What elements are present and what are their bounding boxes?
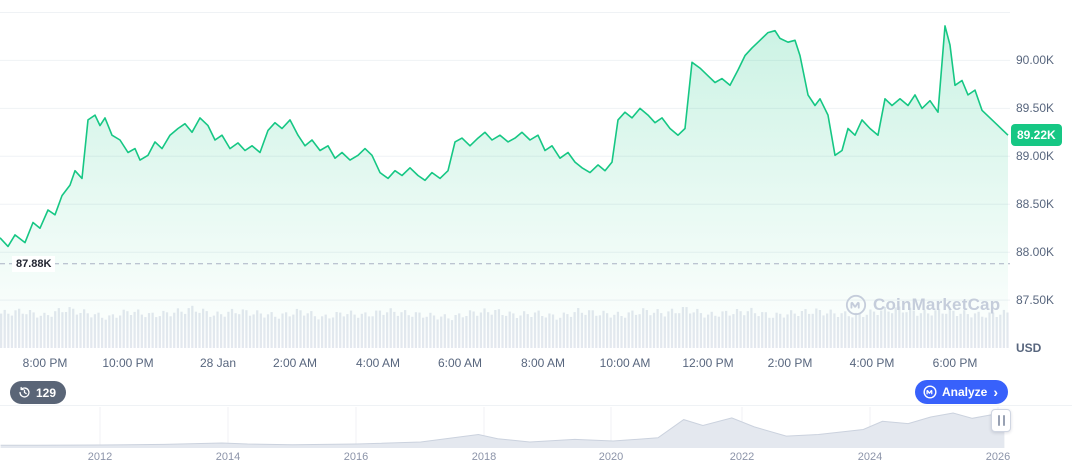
x-axis-label: 2:00 AM (272, 356, 318, 370)
history-clock-icon (19, 386, 30, 398)
x-axis-label: 10:00 PM (102, 356, 154, 370)
reference-price-label: 87.88K (12, 255, 56, 272)
y-axis-label: 88.00K (1016, 245, 1055, 260)
y-axis-label: 90.00K (1016, 53, 1055, 68)
watermark-text: CoinMarketCap (873, 295, 1001, 314)
price-area (0, 25, 1008, 350)
current-price-badge: 89.22K (1011, 124, 1062, 147)
timeline-year-label: 2020 (598, 451, 624, 463)
timeline-year-label: 2018 (471, 451, 497, 463)
y-axis-label: 89.00K (1016, 149, 1055, 164)
x-axis-label: 6:00 PM (932, 356, 978, 370)
y-axis-label: 87.50K (1016, 293, 1055, 308)
x-axis-label: 6:00 AM (437, 356, 483, 370)
y-axis-label: 88.50K (1016, 197, 1055, 212)
x-axis-label: 2:00 PM (767, 356, 813, 370)
y-axis-label: 89.50K (1016, 101, 1055, 116)
history-count-badge[interactable]: 129 (10, 381, 67, 404)
x-axis-label: 4:00 PM (849, 356, 895, 370)
timeline-years: 2012 2014 2016 2018 2020 2022 2024 2026 (0, 451, 1072, 465)
timeline-area (0, 413, 1005, 448)
x-axis-label: 8:00 AM (520, 356, 566, 370)
timeline-year-label: 2012 (87, 451, 113, 463)
x-axis: 8:00 PM 10:00 PM 28 Jan 2:00 AM 4:00 AM 6:00 … (0, 356, 1010, 372)
timeline-year-label: 2016 (343, 451, 369, 463)
analyze-label: Analyze (941, 385, 988, 399)
chevron-right-icon: › (993, 384, 998, 400)
timeline-year-label: 2024 (857, 451, 883, 463)
handle-grip-line (997, 415, 1000, 426)
handle-grip-line (1002, 415, 1005, 426)
currency-unit-label: USD (1016, 341, 1042, 355)
x-axis-label: 28 Jan (199, 356, 237, 370)
timeline-line (0, 412, 1005, 446)
timeline-year-label: 2026 (985, 451, 1011, 463)
history-count-value: 129 (36, 385, 57, 400)
x-axis-label: 10:00 AM (599, 356, 651, 370)
timeline-year-label: 2022 (729, 451, 755, 463)
coinmarketcap-logo-icon (845, 294, 867, 316)
price-chart-canvas[interactable] (0, 0, 1010, 350)
timeline-brush[interactable]: 2012 2014 2016 2018 2020 2022 2024 2026 (0, 405, 1072, 470)
timeline-year-label: 2014 (215, 451, 241, 463)
price-line (0, 25, 1009, 248)
timeline-mini-chart[interactable] (0, 407, 1072, 449)
coinmarketcap-watermark: CoinMarketCap (845, 294, 1000, 316)
analyze-button[interactable]: Analyze › (914, 380, 1008, 404)
x-axis-label: 12:00 PM (682, 356, 734, 370)
brush-handle[interactable] (991, 409, 1011, 432)
x-axis-label: 8:00 PM (22, 356, 68, 370)
x-axis-label: 4:00 AM (355, 356, 401, 370)
coinmarketcap-logo-icon (923, 385, 937, 399)
